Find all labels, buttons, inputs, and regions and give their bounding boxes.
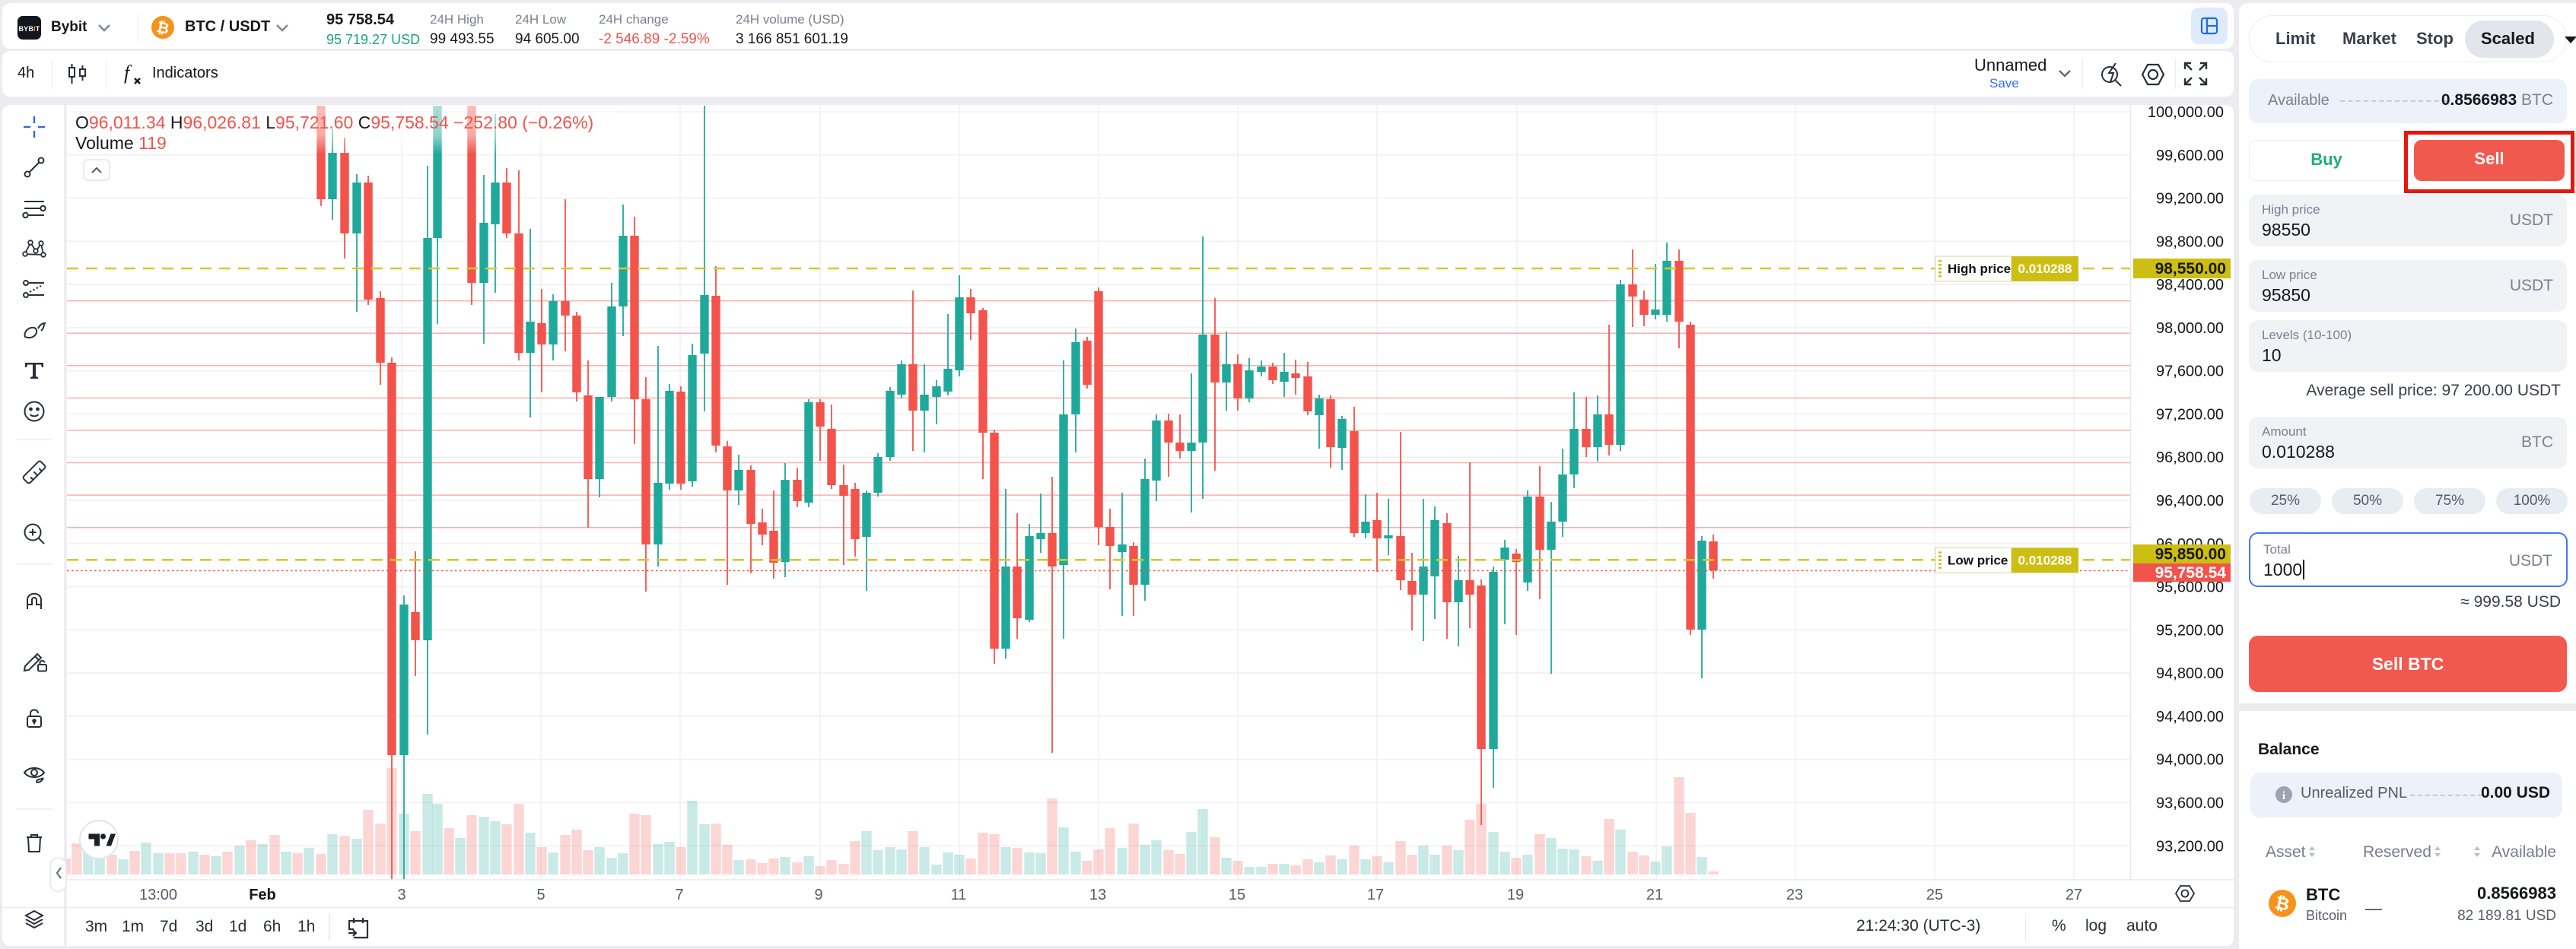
svg-text:Feb: Feb — [249, 887, 276, 903]
svg-text:Low price: Low price — [1948, 553, 2008, 567]
svg-text:21: 21 — [1646, 887, 1663, 903]
svg-text:13: 13 — [1089, 887, 1106, 903]
svg-text:3: 3 — [397, 887, 405, 903]
svg-text:100,000.00: 100,000.00 — [2148, 104, 2224, 121]
svg-text:96,800.00: 96,800.00 — [2156, 449, 2224, 466]
svg-text:98,400.00: 98,400.00 — [2156, 277, 2224, 294]
svg-text:94,800.00: 94,800.00 — [2156, 665, 2224, 682]
svg-text:25: 25 — [1926, 887, 1943, 903]
svg-text:17: 17 — [1367, 887, 1384, 903]
svg-text:9: 9 — [814, 887, 822, 903]
svg-text:15: 15 — [1229, 887, 1245, 903]
svg-text:95,758.54: 95,758.54 — [2155, 564, 2227, 582]
svg-text:High price: High price — [1948, 262, 2011, 276]
svg-text:95,850.00: 95,850.00 — [2155, 546, 2226, 563]
svg-text:98,550.00: 98,550.00 — [2155, 260, 2226, 278]
svg-text:Volume 119: Volume 119 — [75, 133, 167, 153]
svg-text:97,600.00: 97,600.00 — [2156, 363, 2224, 380]
svg-text:97,200.00: 97,200.00 — [2156, 407, 2224, 424]
svg-text:95,200.00: 95,200.00 — [2156, 622, 2224, 639]
svg-text:O96,011.34 H96,026.81 L95,721.: O96,011.34 H96,026.81 L95,721.60 C95,758… — [75, 113, 593, 132]
svg-text:94,000.00: 94,000.00 — [2156, 752, 2224, 769]
svg-text:19: 19 — [1507, 887, 1524, 903]
svg-text:7: 7 — [675, 887, 683, 903]
svg-text:94,400.00: 94,400.00 — [2156, 709, 2224, 725]
svg-text:99,200.00: 99,200.00 — [2156, 191, 2224, 208]
svg-text:BYBIT: BYBIT — [18, 25, 40, 33]
svg-text:93,600.00: 93,600.00 — [2156, 795, 2224, 812]
svg-text:f: f — [124, 62, 132, 84]
svg-text:93,200.00: 93,200.00 — [2156, 838, 2224, 855]
svg-text:23: 23 — [1786, 887, 1803, 903]
svg-text:₿: ₿ — [155, 19, 171, 38]
svg-text:98,000.00: 98,000.00 — [2156, 320, 2224, 337]
svg-text:11: 11 — [951, 887, 967, 903]
svg-text:95,600.00: 95,600.00 — [2156, 579, 2224, 596]
svg-text:27: 27 — [2066, 887, 2082, 903]
svg-text:5: 5 — [536, 887, 545, 903]
svg-text:13:00: 13:00 — [139, 887, 177, 903]
svg-text:98,800.00: 98,800.00 — [2156, 233, 2224, 250]
svg-text:i: i — [2282, 790, 2285, 802]
svg-text:99,600.00: 99,600.00 — [2156, 148, 2224, 164]
svg-text:₿: ₿ — [2273, 892, 2291, 914]
svg-text:96,400.00: 96,400.00 — [2156, 493, 2224, 509]
svg-text:0.010288: 0.010288 — [2018, 553, 2072, 567]
svg-text:0.010288: 0.010288 — [2018, 262, 2072, 276]
